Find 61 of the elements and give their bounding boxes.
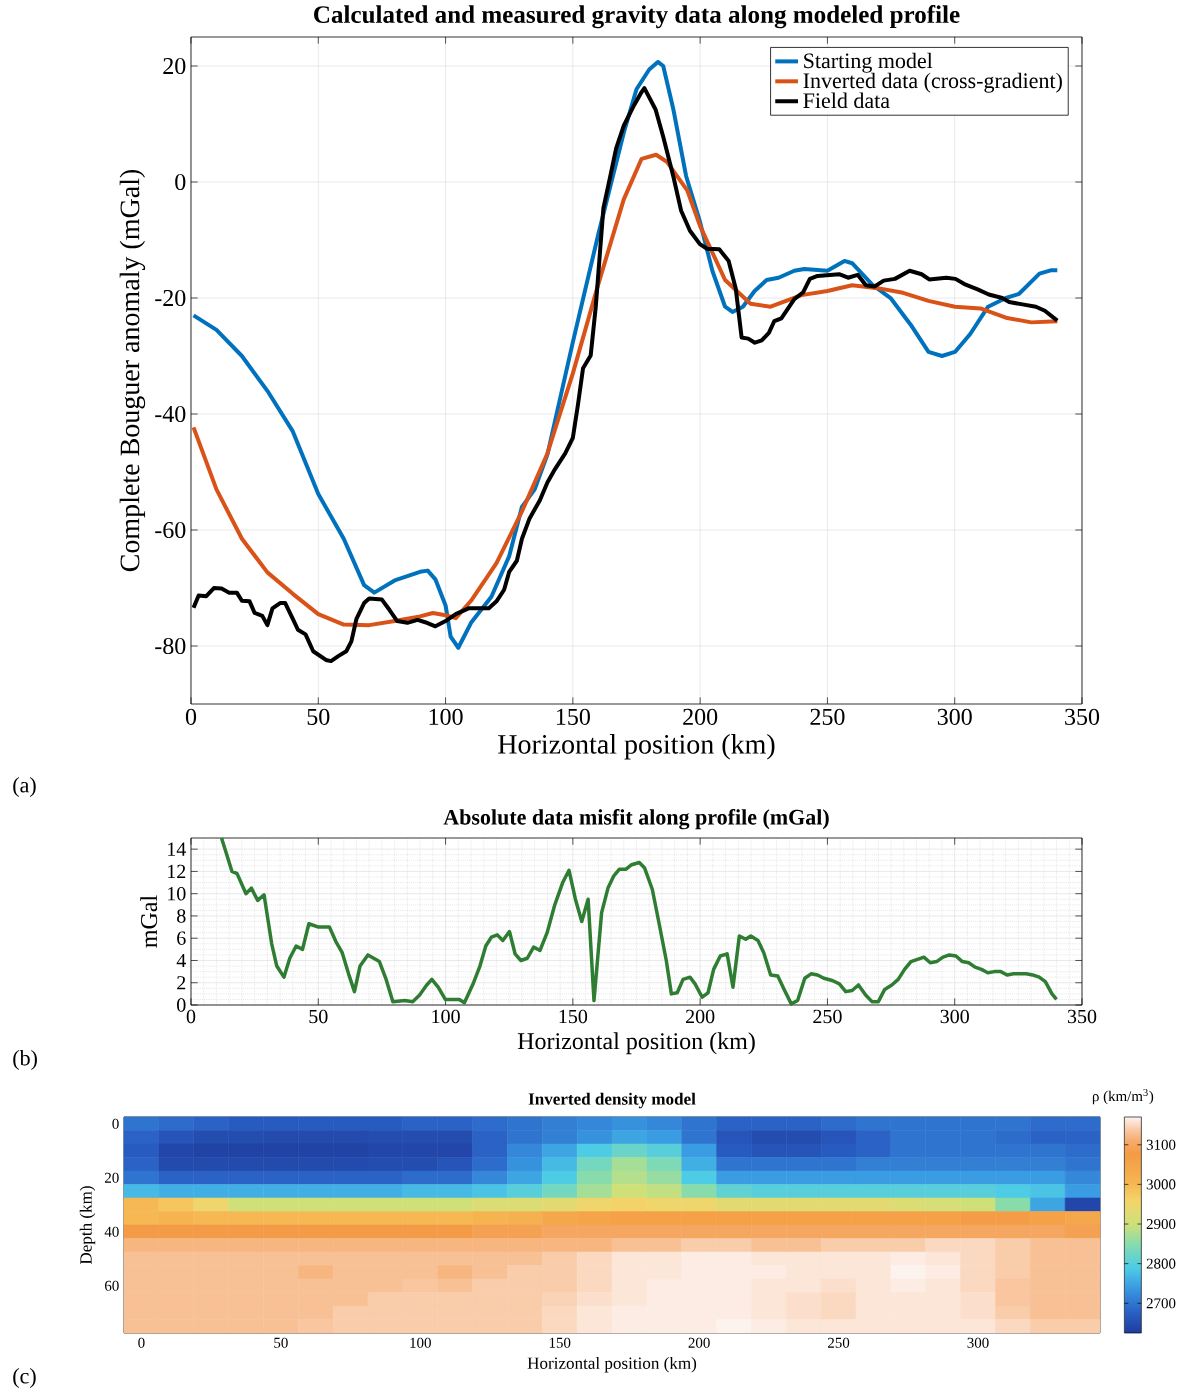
color-bar-label: 2700 [1146,1298,1176,1309]
color-bar-label: 2900 [1146,1218,1176,1230]
x-tick-label: 350 [1067,1009,1097,1024]
x-axis-title: Horizontal position (km) [527,1356,697,1373]
x-tick-label: 200 [688,1337,710,1348]
y-axis-title: Complete Bouguer anomaly (mGal) [119,169,146,572]
text: (b) [13,1050,37,1070]
text: (a) [13,777,36,797]
color-bar-label: 2800 [1146,1258,1176,1269]
x-tick-label: 100 [432,1009,460,1024]
x-tick-label: 200 [686,1009,715,1024]
legend-label: Inverted data (cross-gradient) [803,72,1062,93]
legend-label: Starting model [804,52,933,73]
x-tick-label: 250 [810,708,845,725]
x-tick-label: 100 [410,1337,431,1348]
chart-title: Inverted density model [528,1092,696,1109]
x-tick-label: 300 [937,708,972,725]
color-bar-label: 3100 [1146,1139,1176,1150]
y-tick-label: -80 [155,637,186,655]
y-tick-label: 40 [104,1226,119,1237]
y-tick-label: 14 [168,842,186,856]
x-axis-title: Horizontal position (km) [517,1032,755,1055]
y-tick-label: 6 [177,931,186,945]
x-tick-label: 350 [1065,708,1100,725]
x-tick-label: 200 [683,708,718,725]
x-tick-label: 50 [307,708,330,725]
x-tick-label: 250 [828,1337,850,1348]
y-tick-label: 4 [176,953,186,968]
x-tick-label: 150 [549,1337,571,1348]
x-tick-label: 150 [559,1009,588,1024]
y-tick-label: 20 [163,57,186,75]
y-tick-label: 60 [105,1280,119,1291]
color-bar-label: 3000 [1146,1179,1176,1190]
y-tick-label: -60 [155,521,186,539]
x-tick-label: 300 [967,1337,989,1348]
x-tick-label: 100 [429,708,463,725]
text: (c) [13,1368,36,1388]
legend-label: Field data [803,92,890,109]
chart-title: Calculated and measured gravity data along modeled profile [314,5,960,29]
x-axis-title: Horizontal position (km) [498,734,775,760]
y-tick-label: 20 [105,1172,119,1183]
y-tick-label: 2 [177,976,186,990]
y-tick-label: 10 [168,886,186,901]
chart-title: Absolute data misfit along profile (mGal) [443,808,829,830]
y-axis-title: mGal [140,895,158,948]
x-tick-label: 0 [138,1337,145,1348]
x-tick-label: 250 [813,1009,842,1024]
y-axis-title: Depth (km) [79,1186,96,1265]
y-tick-label: 12 [168,864,186,879]
y-tick-label: -20 [155,289,186,307]
x-tick-label: 300 [940,1009,969,1024]
y-tick-label: 0 [177,998,186,1012]
x-tick-label: 150 [556,708,590,725]
y-tick-label: 0 [175,173,186,191]
y-tick-label: 0 [112,1118,119,1129]
y-tick-label: 8 [177,909,186,923]
line-series [191,152,1060,628]
x-tick-label: 50 [309,1009,328,1024]
y-tick-label: -40 [155,405,186,423]
x-tick-label: 50 [274,1337,288,1348]
color-bar-title: ρ (km/m$^{3}$) [1092,1088,1154,1105]
